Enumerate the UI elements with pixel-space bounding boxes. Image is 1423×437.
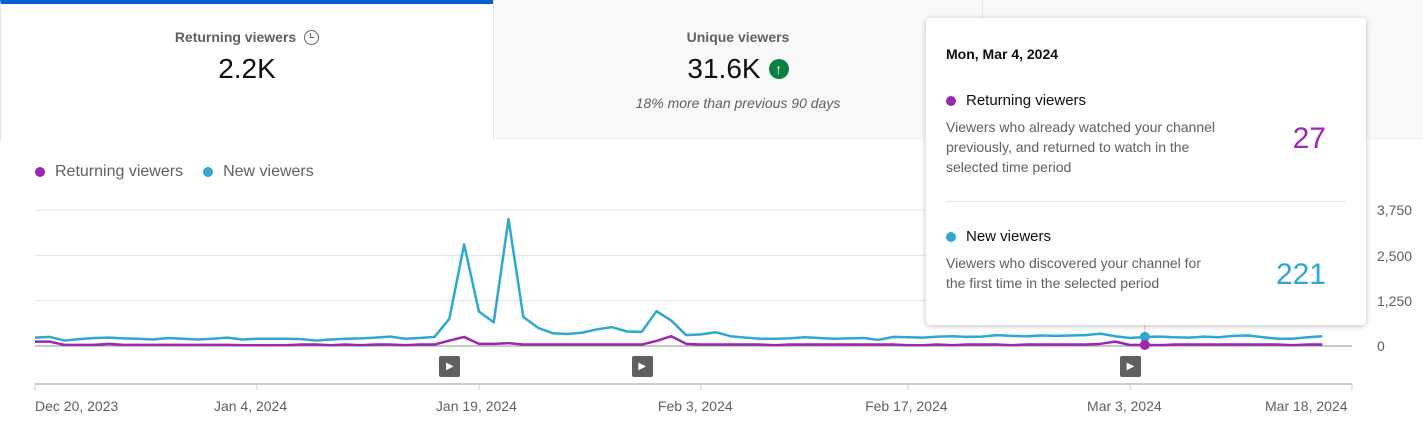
x-tick-label: Mar 3, 2024: [1087, 398, 1162, 414]
tab-returning-viewers[interactable]: Returning viewers 2.2K: [0, 0, 493, 140]
tab-unique-viewers[interactable]: Unique viewers 31.6K ↑ 18% more than prev…: [493, 0, 982, 140]
hover-point: [1139, 339, 1150, 350]
tooltip-value: 221: [1275, 258, 1326, 291]
chart-tooltip: Mon, Mar 4, 2024 Returning viewers Viewe…: [926, 18, 1366, 325]
series-line-new-viewers: [34, 217, 1323, 342]
video-marker-icon[interactable]: ▶: [631, 356, 653, 377]
divider: [946, 201, 1346, 202]
legend-label: Returning viewers: [55, 163, 184, 180]
y-tick: 2,500: [1377, 248, 1413, 264]
x-tick-label: Feb 17, 2024: [865, 398, 948, 414]
tab-value: 2.2K: [218, 53, 276, 84]
tooltip-label: New viewers: [966, 228, 1052, 245]
video-marker-icon[interactable]: ▶: [1120, 356, 1142, 377]
tooltip-returning: Returning viewers Viewers who already wa…: [946, 92, 1346, 177]
y-tick: 3,750: [1377, 202, 1413, 218]
x-tick-label: Mar 18, 2024: [1265, 398, 1348, 414]
x-tick-label: Dec 20, 2023: [35, 398, 119, 414]
y-tick: 1,250: [1377, 293, 1413, 309]
x-tick-label: Jan 4, 2024: [213, 398, 288, 414]
tooltip-label: Returning viewers: [966, 92, 1087, 109]
clock-icon: [304, 29, 320, 45]
chart-legend: Returning viewers New viewers: [35, 163, 314, 181]
tab-subtitle: 18% more than previous 90 days: [635, 95, 841, 111]
legend-new[interactable]: New viewers: [203, 163, 314, 181]
new-dot: [946, 231, 956, 242]
returning-dot: [946, 95, 956, 106]
tooltip-date: Mon, Mar 4, 2024: [946, 46, 1059, 62]
legend-dot: [203, 167, 214, 177]
legend-returning[interactable]: Returning viewers: [35, 163, 183, 181]
tab-label: Returning viewers: [174, 29, 297, 45]
tooltip-value: 27: [1292, 122, 1326, 155]
hover-point: [1139, 331, 1150, 342]
video-marker-icon[interactable]: ▶: [439, 356, 461, 377]
tooltip-new: New viewers Viewers who discovered your …: [946, 228, 1346, 293]
x-tick-label: Feb 3, 2024: [657, 398, 733, 414]
tooltip-desc: Viewers who already watched your channel…: [946, 119, 1216, 175]
arrow-up-circle-icon: ↑: [768, 59, 789, 79]
legend-label: New viewers: [223, 163, 314, 180]
tooltip-desc: Viewers who discovered your channel for …: [946, 255, 1201, 291]
tab-label: Unique viewers: [686, 29, 790, 45]
legend-dot: [35, 167, 45, 177]
tab-value: 31.6K: [687, 53, 761, 84]
series-line-returning-viewers: [35, 334, 1323, 347]
y-tick: 0: [1377, 338, 1385, 354]
x-tick-label: Jan 19, 2024: [435, 398, 517, 414]
